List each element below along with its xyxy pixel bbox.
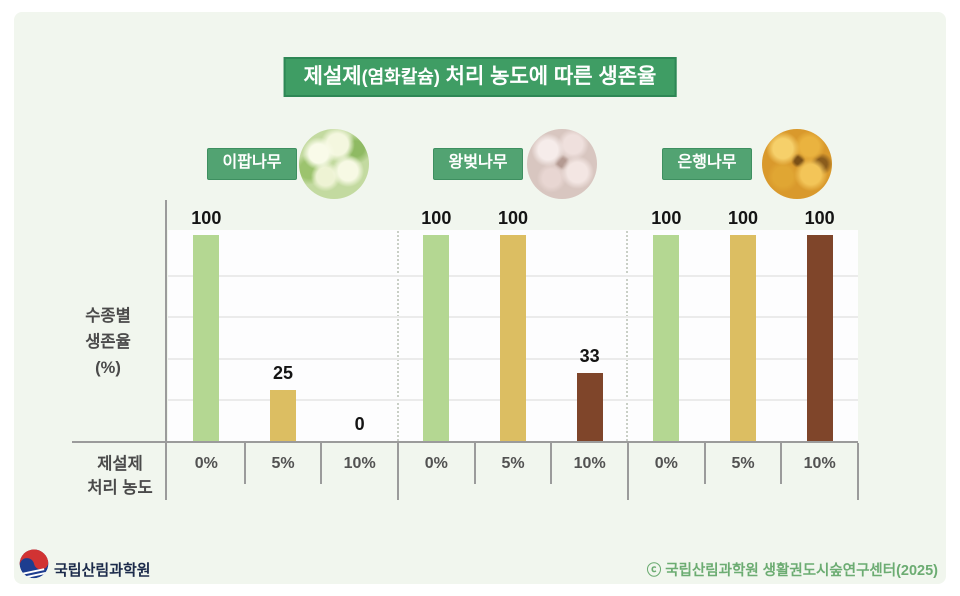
x-tick-label-왕벚나무-10%: 10% <box>573 455 606 472</box>
species-badge-yoshino-cherry: 왕벚나무 <box>433 148 523 180</box>
bar-이팝나무-0% <box>193 235 220 441</box>
fringe-tree-photo <box>299 129 369 199</box>
y-caption-line2: 생존율 <box>85 333 131 351</box>
bar-왕벚나무-10% <box>576 373 603 441</box>
axis-tick <box>857 443 859 500</box>
bar-은행나무-5% <box>730 235 756 441</box>
yoshino-cherry-photo <box>527 129 597 199</box>
title-paren: (염화칼슘) <box>361 67 440 87</box>
value-label-왕벚나무-0%: 100 <box>421 208 452 228</box>
species-badge-ginkgo: 은행나무 <box>662 148 752 180</box>
axis-tick <box>703 443 706 484</box>
axis-tick <box>780 443 783 484</box>
organization-name: 국립산림과학원 <box>54 562 151 579</box>
y-caption-line3: (%) <box>95 359 121 377</box>
x-tick-label-이팝나무-5%: 5% <box>271 455 295 472</box>
value-label-은행나무-10%: 100 <box>804 208 835 228</box>
bar-이팝나무-5% <box>270 389 296 441</box>
y-axis-line <box>165 200 167 500</box>
value-label-은행나무-5%: 100 <box>727 208 759 228</box>
group-separator-2 <box>626 231 628 441</box>
bar-왕벚나무-0% <box>423 235 450 441</box>
korea-government-emblem-icon <box>19 549 49 580</box>
value-label-은행나무-0%: 100 <box>651 208 682 228</box>
bar-은행나무-0% <box>653 235 680 441</box>
value-label-이팝나무-0%: 100 <box>191 208 222 228</box>
x-axis-line <box>72 441 858 443</box>
x-tick-label-왕벚나무-0%: 0% <box>424 455 448 472</box>
ginkgo-photo <box>762 129 832 199</box>
bar-왕벚나무-5% <box>500 235 526 441</box>
y-axis-caption: 수종별 생존율 (%) <box>60 303 156 381</box>
x-tick-label-은행나무-0%: 0% <box>654 455 678 472</box>
value-label-이팝나무-10%: 0 <box>354 414 365 434</box>
title-prefix: 제설제 <box>303 65 362 88</box>
copyright-text: ⓒ 국립산림과학원 생활권도시숲연구센터(2025) <box>646 563 938 579</box>
y-caption-line1: 수종별 <box>85 307 131 325</box>
x-tick-label-은행나무-5%: 5% <box>731 455 755 472</box>
x-tick-label-왕벚나무-5%: 5% <box>501 455 525 472</box>
axis-tick <box>473 443 476 484</box>
x-tick-label-은행나무-10%: 10% <box>803 455 836 472</box>
x-caption-line1: 제설제 <box>97 455 143 473</box>
x-axis-caption: 제설제 처리 농도 <box>72 452 168 500</box>
value-label-왕벚나무-10%: 33 <box>579 346 600 367</box>
value-label-왕벚나무-5%: 100 <box>497 208 529 228</box>
x-tick-label-이팝나무-0%: 0% <box>194 455 218 472</box>
bar-은행나무-10% <box>806 235 833 441</box>
axis-tick <box>550 443 553 484</box>
axis-tick <box>397 443 399 500</box>
title-rest: 처리 농도에 따른 생존율 <box>439 65 657 88</box>
x-caption-line2: 처리 농도 <box>87 479 153 497</box>
chart-title-banner: 제설제(염화칼슘) 처리 농도에 따른 생존율 <box>283 57 677 97</box>
axis-tick <box>320 443 323 484</box>
x-tick-label-이팝나무-10%: 10% <box>343 455 376 472</box>
value-label-이팝나무-5%: 25 <box>272 362 294 383</box>
axis-tick <box>243 443 246 484</box>
species-badge-fringe-tree: 이팝나무 <box>207 148 297 180</box>
group-separator-1 <box>397 231 399 441</box>
axis-tick <box>627 443 629 500</box>
